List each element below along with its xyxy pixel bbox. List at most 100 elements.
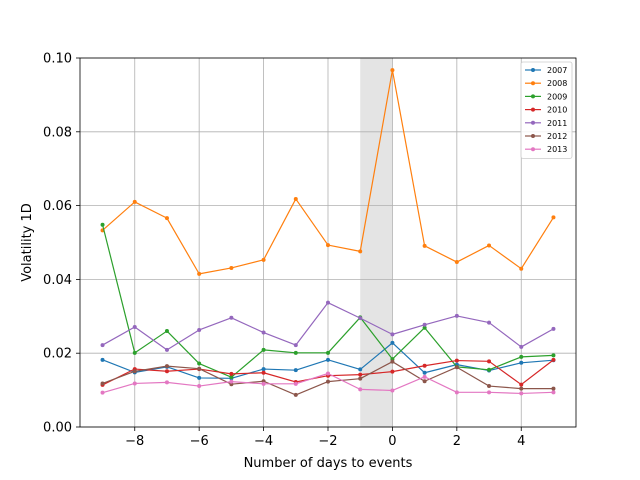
series-2010 — [100, 357, 556, 387]
data-point-2011 — [422, 322, 427, 327]
data-point-2009 — [132, 350, 137, 355]
data-point-2007 — [519, 360, 524, 365]
data-point-2012 — [454, 365, 459, 370]
data-point-2010 — [164, 369, 169, 374]
data-point-2007 — [293, 368, 298, 373]
data-point-2013 — [261, 381, 266, 386]
x-tick-label: −6 — [190, 434, 209, 449]
data-point-2008 — [487, 243, 492, 248]
data-point-2009 — [197, 361, 202, 366]
data-point-2010 — [422, 363, 427, 368]
data-point-2012 — [197, 366, 202, 371]
x-tick-label: 2 — [453, 434, 461, 449]
series-2008 — [100, 68, 556, 276]
data-point-2010 — [519, 382, 524, 387]
data-point-2011 — [519, 344, 524, 349]
data-point-2012 — [487, 384, 492, 389]
data-point-2007 — [358, 367, 363, 372]
data-point-2009 — [164, 329, 169, 334]
data-point-2011 — [293, 343, 298, 348]
data-point-2013 — [551, 390, 556, 395]
data-point-2012 — [100, 381, 105, 386]
legend-label: 2008 — [547, 79, 567, 88]
series-2012 — [100, 359, 556, 397]
data-point-2009 — [519, 354, 524, 359]
legend-item-2011: 2011 — [525, 119, 567, 128]
data-point-2009 — [261, 347, 266, 352]
data-point-2011 — [454, 313, 459, 318]
data-point-2013 — [390, 388, 395, 393]
series-lines — [100, 68, 556, 397]
data-point-2011 — [197, 327, 202, 332]
data-point-2007 — [197, 375, 202, 380]
legend-label: 2012 — [547, 132, 567, 141]
legend-label: 2013 — [547, 145, 567, 154]
legend-item-2012: 2012 — [525, 132, 567, 141]
data-point-2012 — [358, 376, 363, 381]
data-point-2009 — [326, 350, 330, 355]
data-point-2013 — [132, 381, 137, 386]
data-point-2012 — [390, 359, 395, 364]
data-point-2010 — [358, 372, 363, 377]
data-point-2011 — [261, 330, 266, 335]
data-point-2009 — [293, 350, 298, 355]
data-point-2010 — [261, 370, 266, 375]
data-point-2013 — [326, 371, 330, 376]
x-tick-label: −4 — [254, 434, 273, 449]
data-point-2013 — [487, 390, 492, 395]
legend-item-2013: 2013 — [525, 145, 567, 154]
data-point-2008 — [164, 216, 169, 221]
data-point-2013 — [100, 390, 105, 395]
x-axis-label: Number of days to events — [244, 456, 413, 471]
data-point-2011 — [358, 316, 363, 321]
data-point-2013 — [454, 390, 459, 395]
axis-ticks: −8 −6 −4 −2 0 2 4 0.00 0.02 0.04 0.06 0.08 0.10 — [43, 52, 525, 450]
data-point-2008 — [132, 199, 137, 204]
data-point-2013 — [229, 379, 234, 384]
y-tick-label: 0.04 — [43, 273, 72, 288]
legend-item-2008: 2008 — [525, 79, 567, 88]
data-point-2013 — [197, 384, 202, 389]
x-tick-label: 0 — [388, 434, 396, 449]
y-tick-label: 0.02 — [43, 347, 72, 362]
y-axis-label: Volatility 1D — [20, 203, 35, 282]
legend-swatch-marker — [531, 120, 535, 125]
data-point-2008 — [197, 271, 202, 276]
data-point-2013 — [422, 374, 427, 379]
data-point-2007 — [100, 357, 105, 362]
legend-swatch-marker — [531, 81, 535, 86]
series-2013 — [100, 371, 556, 396]
legend-item-2009: 2009 — [525, 92, 567, 101]
data-point-2009 — [551, 353, 556, 358]
data-point-2012 — [164, 364, 169, 369]
legend-item-2010: 2010 — [525, 106, 567, 115]
x-tick-label: −2 — [318, 434, 337, 449]
legend-label: 2010 — [547, 106, 567, 115]
data-point-2012 — [519, 386, 524, 391]
data-point-2013 — [293, 381, 298, 386]
x-tick-label: 4 — [517, 434, 525, 449]
data-point-2012 — [551, 386, 556, 391]
data-point-2008 — [261, 257, 266, 262]
data-point-2008 — [551, 215, 556, 220]
data-point-2010 — [229, 371, 234, 376]
y-tick-label: 0.06 — [43, 199, 72, 214]
data-point-2011 — [132, 325, 137, 330]
data-point-2008 — [326, 243, 330, 248]
data-point-2013 — [519, 391, 524, 396]
data-point-2011 — [100, 343, 105, 348]
data-point-2012 — [422, 379, 427, 384]
data-point-2011 — [487, 320, 492, 325]
legend-swatch-marker — [531, 94, 535, 99]
data-point-2011 — [164, 347, 169, 352]
y-tick-label: 0.00 — [43, 421, 72, 436]
data-point-2008 — [454, 260, 459, 265]
data-point-2012 — [326, 379, 330, 384]
data-point-2007 — [326, 357, 330, 362]
data-point-2012 — [293, 392, 298, 397]
y-tick-label: 0.08 — [43, 125, 72, 140]
data-point-2010 — [551, 357, 556, 362]
legend-label: 2007 — [547, 66, 567, 75]
data-point-2011 — [326, 300, 330, 305]
